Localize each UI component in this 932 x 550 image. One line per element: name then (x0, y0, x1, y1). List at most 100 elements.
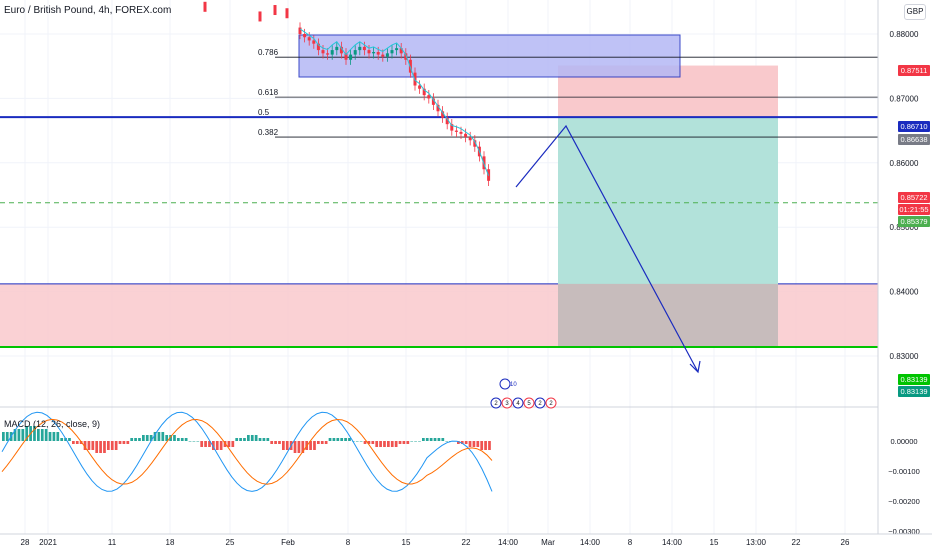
macd-hist-bar (480, 441, 484, 450)
macd-hist-bar (134, 438, 137, 441)
macd-hist-bar (285, 441, 289, 450)
price-label: 0.87511 (901, 66, 928, 75)
macd-hist-bar (110, 441, 114, 450)
candle-body (376, 52, 380, 55)
macd-hist-bar (270, 441, 274, 444)
signal-line (1, 418, 493, 485)
time-tick: 15 (710, 538, 719, 547)
macd-hist-bar (394, 441, 398, 447)
macd-hist-bar (165, 435, 169, 441)
candle-body (316, 43, 320, 51)
time-tick: 14:00 (662, 538, 683, 547)
macd-hist-bar (142, 435, 145, 441)
macd-hist-bar (429, 438, 433, 441)
macd-hist-bar (21, 429, 25, 441)
price-tick: 0.83000 (890, 352, 919, 361)
macd-hist-bar (243, 438, 246, 441)
macd-pane (0, 407, 878, 534)
candle-body (358, 46, 362, 51)
macd-hist-bar (177, 438, 180, 441)
fib-label: 0.786 (258, 48, 279, 57)
candle-body (307, 37, 311, 41)
macd-hist-bar (468, 441, 472, 447)
macd-hist-bar (33, 426, 36, 441)
macd-hist-bar (332, 438, 336, 441)
macd-hist-bar (433, 438, 437, 441)
candle-body (404, 53, 408, 60)
price-tick: 0.86000 (890, 159, 919, 168)
event-icon (490, 397, 502, 409)
time-tick: 22 (792, 538, 801, 547)
price-tick: 0.87000 (890, 94, 919, 103)
candle-body (330, 50, 334, 55)
candle-body (321, 50, 325, 54)
macd-hist-bar (402, 441, 406, 444)
macd-hist-bar (488, 441, 491, 450)
event-icon (534, 397, 546, 409)
price-tick: 0.88000 (890, 30, 919, 39)
macd-hist-bar (227, 441, 231, 447)
candle-body (285, 8, 289, 19)
macd-hist-bar (387, 441, 390, 447)
candle-body (298, 27, 302, 34)
currency-badge[interactable]: GBP (904, 4, 926, 20)
candle-body (445, 117, 449, 125)
macd-hist-bar (278, 441, 281, 444)
time-tick: 8 (346, 538, 351, 547)
macd-hist-bar (169, 435, 172, 441)
macd-hist-bar (103, 441, 106, 453)
macd-hist-bar (79, 441, 83, 444)
candle-body (326, 53, 330, 55)
candle-body (454, 130, 458, 132)
macd-hist-bar (44, 429, 48, 441)
macd-hist-bar (91, 441, 95, 450)
macd-hist-bar (114, 441, 118, 450)
projection-path (515, 124, 699, 373)
fib-label: 0.382 (258, 128, 279, 137)
macd-hist-bar (2, 432, 5, 441)
macd-hist-bar (60, 438, 64, 441)
macd-hist-bar (153, 432, 157, 441)
price-label: 01:21:55 (899, 205, 928, 214)
candle-body (203, 1, 207, 12)
candle-body (459, 131, 463, 134)
price-label-bg (898, 374, 930, 385)
macd-hist-bar (204, 441, 207, 447)
macd-hist-bar (274, 441, 277, 444)
macd-hist-bar (212, 441, 215, 450)
candle-body (450, 124, 454, 131)
macd-hist-bar (441, 438, 445, 441)
macd-hist-bar (13, 429, 17, 441)
candle-body (395, 48, 399, 51)
candle-body (258, 11, 262, 22)
price-label: 0.86710 (900, 122, 927, 131)
macd-hist-bar (48, 432, 52, 441)
macd-hist-bar (188, 441, 192, 442)
price-label: 0.83139 (900, 387, 927, 396)
macd-hist-bar (324, 441, 328, 444)
macd-hist-bar (122, 441, 126, 444)
macd-hist-bar (383, 441, 386, 447)
macd-hist-bar (301, 441, 305, 453)
macd-hist-bar (40, 429, 44, 441)
price-label-bg (898, 216, 930, 227)
candle-body (344, 53, 348, 60)
candle-body (464, 133, 468, 138)
time-tick: 14:00 (498, 538, 519, 547)
candle-body (468, 137, 472, 141)
time-tick: 8 (628, 538, 633, 547)
arrow-head (689, 360, 701, 374)
time-tick: Feb (281, 538, 295, 547)
time-tick: 28 (21, 538, 30, 547)
event-label: 2 (494, 401, 498, 407)
macd-hist-bar (200, 441, 204, 447)
macd-hist-bar (157, 432, 161, 441)
macd-hist-bar (161, 432, 165, 441)
macd-hist-bar (418, 441, 421, 442)
time-tick: 15 (402, 538, 411, 547)
candle-body (362, 46, 366, 51)
price-axis (878, 0, 932, 550)
macd-hist-bar (184, 438, 188, 441)
price-label-bg (898, 65, 930, 76)
candle-body (390, 50, 394, 54)
